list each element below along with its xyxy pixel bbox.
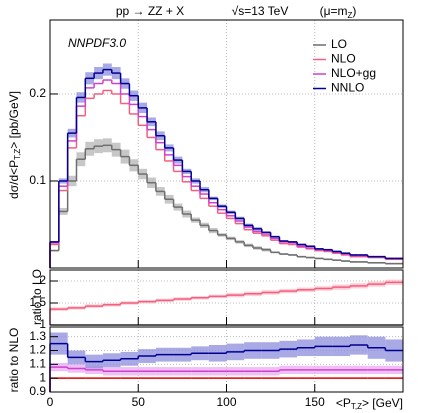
y-axis-label: ratio to NLO [7, 328, 21, 393]
y-tick-label: 0.1 [29, 173, 46, 187]
x-axis-label: <PT,Z> [GeV] [336, 396, 403, 411]
y-tick-label: 1.5 [29, 295, 46, 309]
y-tick-label: 1 [39, 370, 46, 384]
y-tick-label: 1.1 [29, 357, 46, 371]
energy-label: √s=13 TeV [232, 4, 289, 18]
legend-label: NLO [331, 52, 356, 66]
legend-label: NLO+gg [331, 66, 376, 80]
y-axis-label: ratio to LO [30, 269, 44, 325]
y-tick-label: 2 [39, 273, 46, 287]
y-tick-label: 1 [39, 317, 46, 331]
x-tick-label: 0 [47, 395, 54, 409]
y-tick-label: 1.2 [29, 343, 46, 357]
y-tick-label: 0.9 [29, 384, 46, 398]
y-axis-label: dσ/d<PT,Z> [pb/GeV] [7, 91, 22, 199]
y-tick-label: 1.3 [29, 329, 46, 343]
x-tick-label: 100 [216, 395, 236, 409]
annotation: NNPDF3.0 [68, 36, 126, 50]
y-tick-label: 0.2 [29, 86, 46, 100]
chart-title: pp → ZZ + X [116, 4, 184, 18]
scale-label: (μ=mZ) [320, 4, 357, 20]
legend-label: NNLO [331, 81, 364, 95]
legend-label: LO [331, 37, 347, 51]
x-tick-label: 150 [305, 395, 325, 409]
x-tick-label: 50 [132, 395, 146, 409]
